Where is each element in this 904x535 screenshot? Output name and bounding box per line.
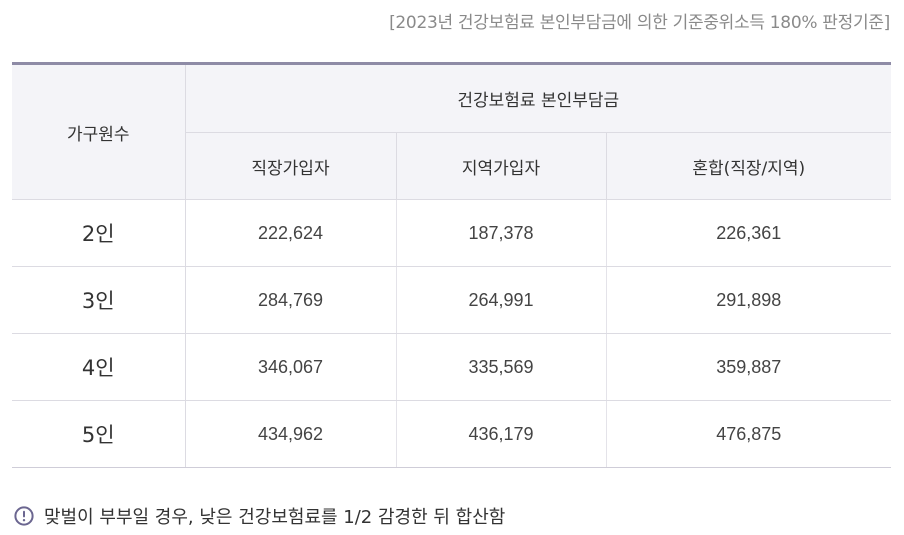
insurance-group-header: 건강보험료 본인부담금	[185, 63, 892, 133]
table-row: 4인 346,067 335,569 359,887	[12, 333, 892, 401]
cell-value: 226,361	[606, 199, 892, 267]
income-criteria-table: 가구원수 건강보험료 본인부담금 직장가입자 지역가입자 혼합(직장/지역) 2…	[12, 62, 892, 468]
row-label: 4인	[12, 333, 186, 401]
table-row: 5인 434,962 436,179 476,875	[12, 400, 892, 468]
row-label: 5인	[12, 400, 186, 468]
cell-value: 284,769	[185, 266, 397, 334]
row-label: 3인	[12, 266, 186, 334]
column-header-mixed: 혼합(직장/지역)	[606, 132, 892, 200]
table-row: 3인 284,769 264,991 291,898	[12, 266, 892, 334]
cell-value: 476,875	[606, 400, 892, 468]
row-label: 2인	[12, 199, 186, 267]
column-header-regional: 지역가입자	[396, 132, 607, 200]
cell-value: 291,898	[606, 266, 892, 334]
table-caption: [2023년 건강보험료 본인부담금에 의한 기준중위소득 180% 판정기준]	[389, 13, 890, 33]
cell-value: 346,067	[185, 333, 397, 401]
cell-value: 264,991	[396, 266, 607, 334]
footnote: 맞벌이 부부일 경우, 낮은 건강보험료를 1/2 감경한 뒤 합산함	[14, 503, 505, 529]
household-size-header: 가구원수	[12, 63, 186, 200]
table-row: 2인 222,624 187,378 226,361	[12, 199, 892, 267]
info-icon	[14, 506, 34, 526]
column-header-workplace: 직장가입자	[185, 132, 397, 200]
cell-value: 434,962	[185, 400, 397, 468]
footnote-text: 맞벌이 부부일 경우, 낮은 건강보험료를 1/2 감경한 뒤 합산함	[44, 507, 506, 528]
cell-value: 222,624	[185, 199, 397, 267]
cell-value: 359,887	[606, 333, 892, 401]
cell-value: 187,378	[396, 199, 607, 267]
cell-value: 436,179	[396, 400, 607, 468]
cell-value: 335,569	[396, 333, 607, 401]
